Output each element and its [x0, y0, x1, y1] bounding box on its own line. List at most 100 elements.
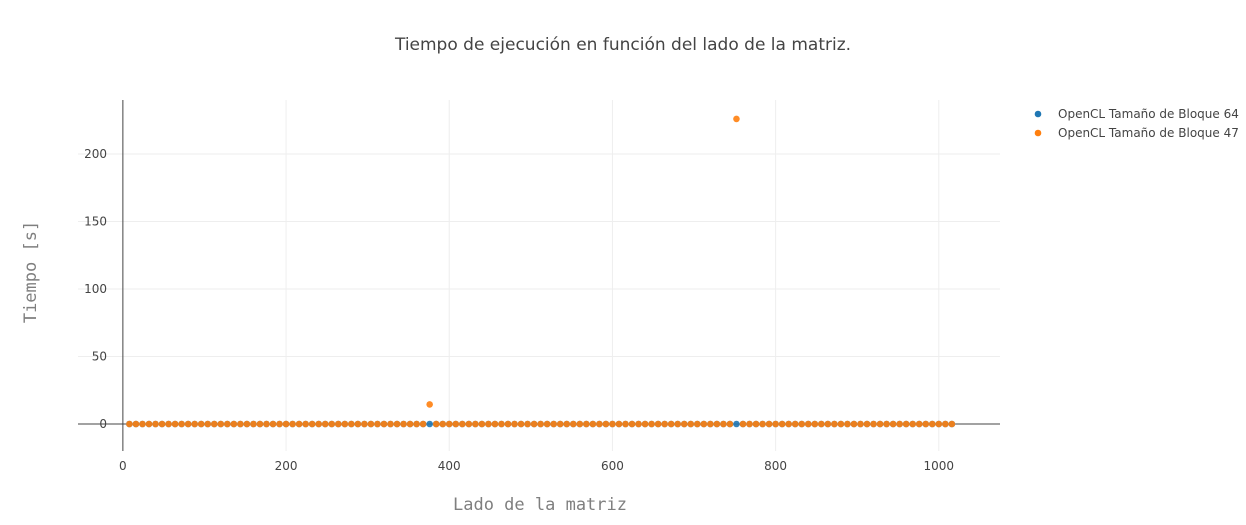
series-2-point[interactable] — [256, 420, 264, 428]
series-2-point[interactable] — [804, 420, 812, 428]
series-2-point[interactable] — [406, 420, 414, 428]
series-2-point[interactable] — [661, 420, 668, 428]
series-2-point[interactable] — [550, 420, 557, 428]
series-2-point[interactable] — [844, 420, 851, 428]
series-2-point[interactable] — [472, 420, 479, 428]
series-2-point[interactable] — [563, 420, 571, 428]
series-2-point[interactable] — [361, 420, 368, 428]
series-2-point[interactable] — [654, 420, 662, 428]
series-2-point[interactable] — [576, 420, 584, 428]
series-2-point[interactable] — [426, 401, 433, 408]
series-2-point[interactable] — [798, 420, 806, 428]
series-2-point[interactable] — [243, 420, 251, 428]
legend-item-series-2[interactable]: OpenCL Tamaño de Bloque 47 — [1034, 126, 1239, 140]
series-2-point[interactable] — [445, 420, 453, 428]
series-2-point[interactable] — [687, 420, 695, 428]
series-2-point[interactable] — [791, 420, 799, 428]
series-2-point[interactable] — [857, 420, 864, 428]
series-2-point[interactable] — [746, 420, 753, 428]
series-2-point[interactable] — [589, 420, 597, 428]
series-2-point[interactable] — [354, 420, 362, 428]
series-2-point[interactable] — [289, 420, 296, 428]
series-2-point[interactable] — [837, 420, 845, 428]
series-2-point[interactable] — [511, 420, 518, 428]
series-2-point[interactable] — [419, 420, 427, 428]
series-2-point[interactable] — [302, 420, 309, 428]
series-2-point[interactable] — [328, 420, 336, 428]
series-2-point[interactable] — [478, 420, 486, 428]
series-2-point[interactable] — [197, 420, 205, 428]
series-2-point[interactable] — [250, 420, 257, 428]
series-2-point[interactable] — [909, 420, 916, 428]
series-2-point[interactable] — [152, 420, 159, 428]
series-2-point[interactable] — [889, 420, 897, 428]
series-2-point[interactable] — [348, 420, 355, 428]
series-2-point[interactable] — [230, 420, 238, 428]
series-2-point[interactable] — [380, 420, 388, 428]
series-2-point[interactable] — [341, 420, 349, 428]
series-2-point[interactable] — [184, 420, 192, 428]
series-2-point[interactable] — [765, 420, 773, 428]
series-2-point[interactable] — [485, 420, 492, 428]
series-2-point[interactable] — [158, 420, 166, 428]
series-2-point[interactable] — [811, 420, 819, 428]
series-2-point[interactable] — [922, 420, 930, 428]
series-2-point[interactable] — [439, 420, 447, 428]
series-2-point[interactable] — [465, 420, 473, 428]
series-2-point[interactable] — [596, 420, 603, 428]
series-2-point[interactable] — [165, 420, 172, 428]
series-2-point[interactable] — [739, 420, 747, 428]
series-2-point[interactable] — [896, 420, 903, 428]
series-2-point[interactable] — [928, 420, 936, 428]
series-2-point[interactable] — [635, 420, 642, 428]
series-2-point[interactable] — [948, 420, 956, 428]
series-2-point[interactable] — [713, 420, 721, 428]
series-2-point[interactable] — [569, 420, 577, 428]
series-2-point[interactable] — [517, 420, 525, 428]
series-2-point[interactable] — [537, 420, 544, 428]
series-2-point[interactable] — [263, 420, 270, 428]
series-2-point[interactable] — [863, 420, 871, 428]
series-2-point[interactable] — [224, 420, 231, 428]
series-2-point[interactable] — [831, 420, 838, 428]
series-2-point[interactable] — [602, 420, 610, 428]
series-2-point[interactable] — [295, 420, 303, 428]
series-2-point[interactable] — [818, 420, 825, 428]
series-2-point[interactable] — [393, 420, 401, 428]
series-2-point[interactable] — [700, 420, 708, 428]
series-2-point[interactable] — [915, 420, 923, 428]
series-2-point[interactable] — [315, 420, 322, 428]
series-2-point[interactable] — [374, 420, 381, 428]
series-2-point[interactable] — [217, 420, 225, 428]
series-2-point[interactable] — [707, 420, 714, 428]
series-2-point[interactable] — [413, 420, 420, 428]
series-1-point[interactable] — [426, 420, 433, 428]
series-2-point[interactable] — [191, 420, 198, 428]
series-2-point[interactable] — [504, 420, 512, 428]
series-2-point[interactable] — [204, 420, 212, 428]
series-2-point[interactable] — [210, 420, 218, 428]
series-1-point[interactable] — [733, 420, 740, 428]
series-2-point[interactable] — [145, 420, 153, 428]
series-2-point[interactable] — [530, 420, 538, 428]
series-2-point[interactable] — [556, 420, 564, 428]
series-2-point[interactable] — [583, 420, 590, 428]
series-2-point[interactable] — [139, 420, 146, 428]
series-2-point[interactable] — [387, 420, 394, 428]
series-2-point[interactable] — [720, 420, 727, 428]
series-2-point[interactable] — [282, 420, 290, 428]
series-2-point[interactable] — [622, 420, 629, 428]
series-2-point[interactable] — [772, 420, 779, 428]
series-2-point[interactable] — [759, 420, 766, 428]
series-2-point[interactable] — [870, 420, 877, 428]
series-2-point[interactable] — [334, 420, 342, 428]
series-2-point[interactable] — [269, 420, 277, 428]
series-2-point[interactable] — [498, 420, 505, 428]
series-2-point[interactable] — [126, 420, 133, 428]
series-2-point[interactable] — [680, 420, 688, 428]
series-2-point[interactable] — [524, 420, 531, 428]
series-2-point[interactable] — [308, 420, 316, 428]
series-2-point[interactable] — [452, 420, 460, 428]
series-2-point[interactable] — [276, 420, 283, 428]
series-2-point[interactable] — [876, 420, 884, 428]
